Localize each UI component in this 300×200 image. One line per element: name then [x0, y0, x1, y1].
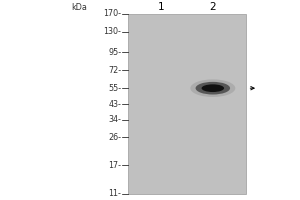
- Text: 72-: 72-: [108, 66, 122, 75]
- Text: 95-: 95-: [108, 48, 122, 57]
- Text: 55-: 55-: [108, 84, 122, 93]
- Ellipse shape: [202, 84, 224, 92]
- Text: 170-: 170-: [103, 9, 122, 19]
- Text: 26-: 26-: [109, 133, 122, 142]
- Ellipse shape: [190, 79, 235, 97]
- Text: 17-: 17-: [109, 161, 122, 170]
- Ellipse shape: [196, 82, 230, 95]
- Text: kDa: kDa: [71, 2, 87, 11]
- Text: 2: 2: [209, 2, 216, 12]
- Text: 11-: 11-: [109, 190, 122, 198]
- Text: 1: 1: [158, 2, 164, 12]
- Text: 43-: 43-: [109, 100, 122, 109]
- Text: 130-: 130-: [103, 27, 122, 36]
- Text: 34-: 34-: [109, 115, 122, 124]
- Bar: [128, 14, 246, 194]
